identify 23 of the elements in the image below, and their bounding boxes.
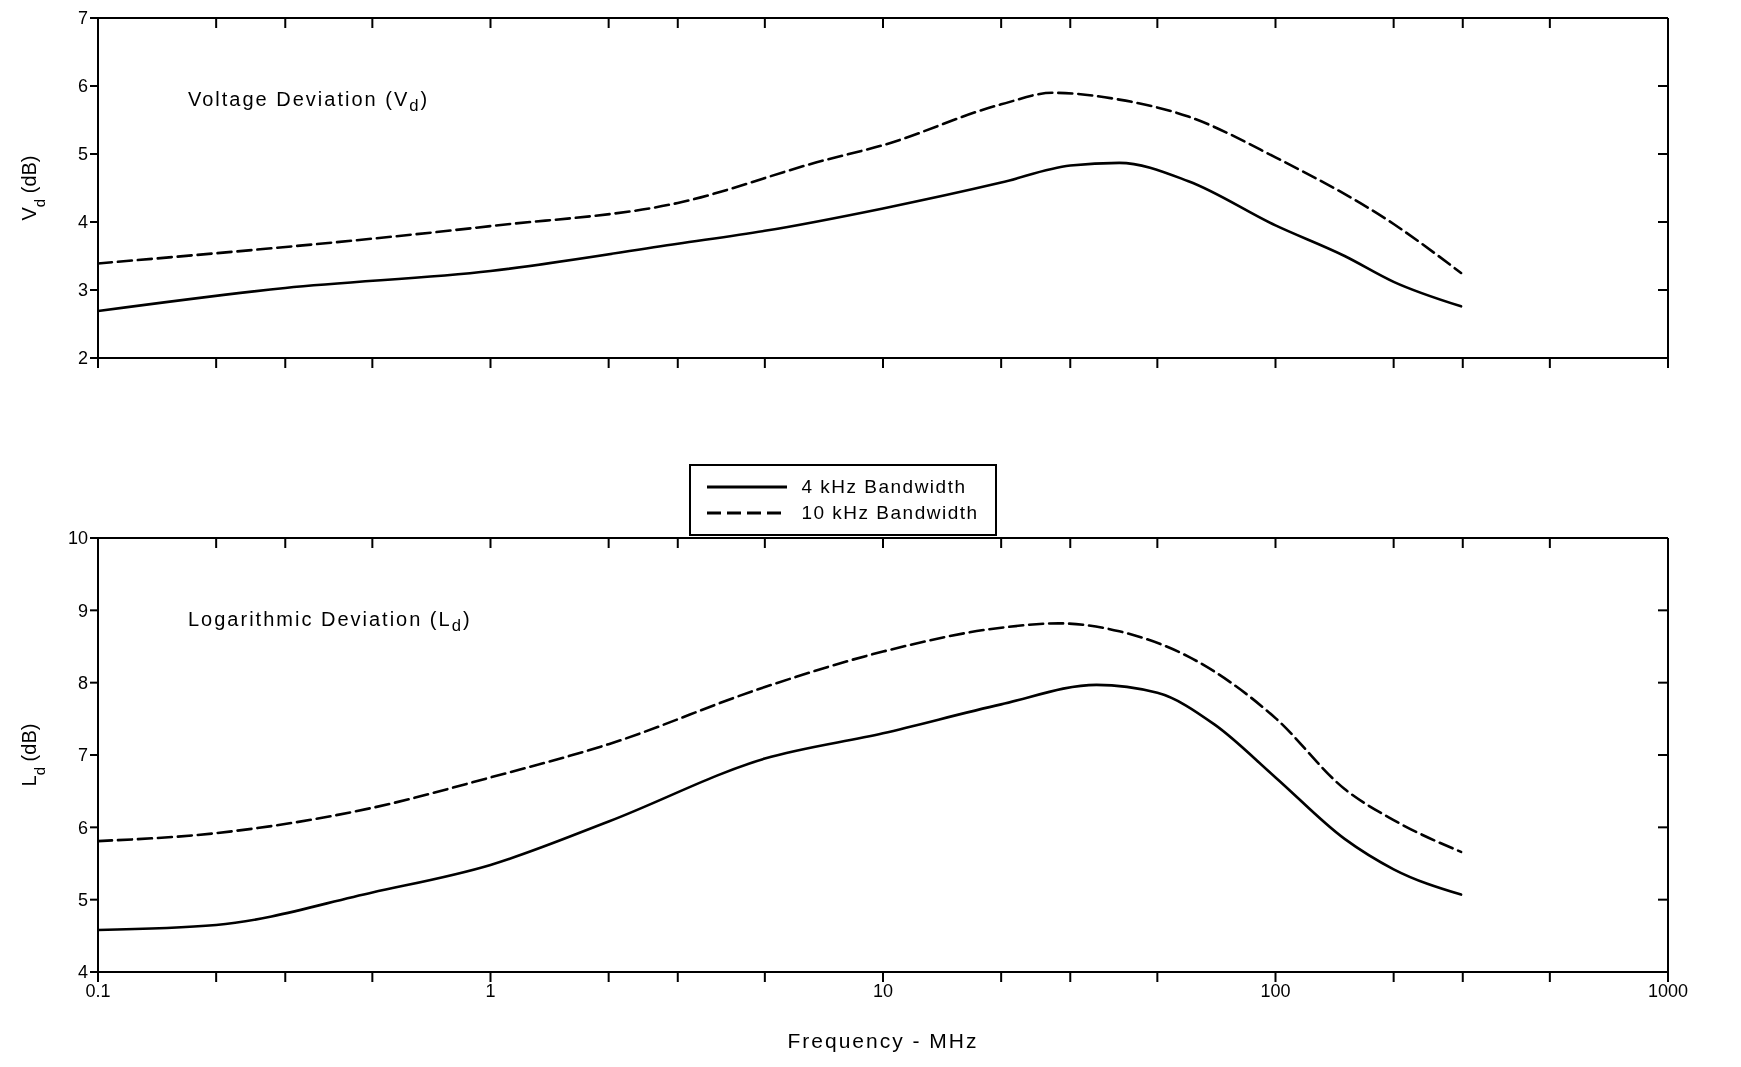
y-tick-label: 6 (77, 76, 88, 97)
x-axis-title: Frequency - MHz (787, 1029, 979, 1052)
y-tick-label: 3 (77, 280, 88, 301)
y-tick-label: 7 (77, 8, 88, 29)
annotation: Logarithmic Deviation (L$_{d}$) (188, 608, 472, 636)
y-tick-label: 5 (77, 890, 88, 911)
y-tick-label: 4 (77, 962, 88, 983)
y-tick-label: 7 (77, 745, 88, 766)
y-tick-label: 2 (77, 348, 88, 369)
y-tick-label: 8 (77, 673, 88, 694)
annotation: Voltage Deviation (V$_{d}$) (188, 88, 430, 116)
y-tick-label: 9 (77, 600, 88, 621)
x-tick-label: 100 (1260, 980, 1291, 1001)
x-tick-label: 1000 (1647, 980, 1689, 1001)
legend-label: 10 kHz Bandwidth (801, 502, 979, 524)
x-tick-label: 10 (872, 980, 894, 1001)
x-tick-label: 0.1 (85, 980, 111, 1001)
x-tick-label: 1 (485, 980, 496, 1001)
y-tick-label: 10 (67, 528, 88, 549)
y-tick-label: 5 (77, 144, 88, 165)
y-tick-label: 4 (77, 212, 88, 233)
legend-label: 4 kHz Bandwidth (801, 476, 967, 498)
y-tick-label: 6 (77, 817, 88, 838)
